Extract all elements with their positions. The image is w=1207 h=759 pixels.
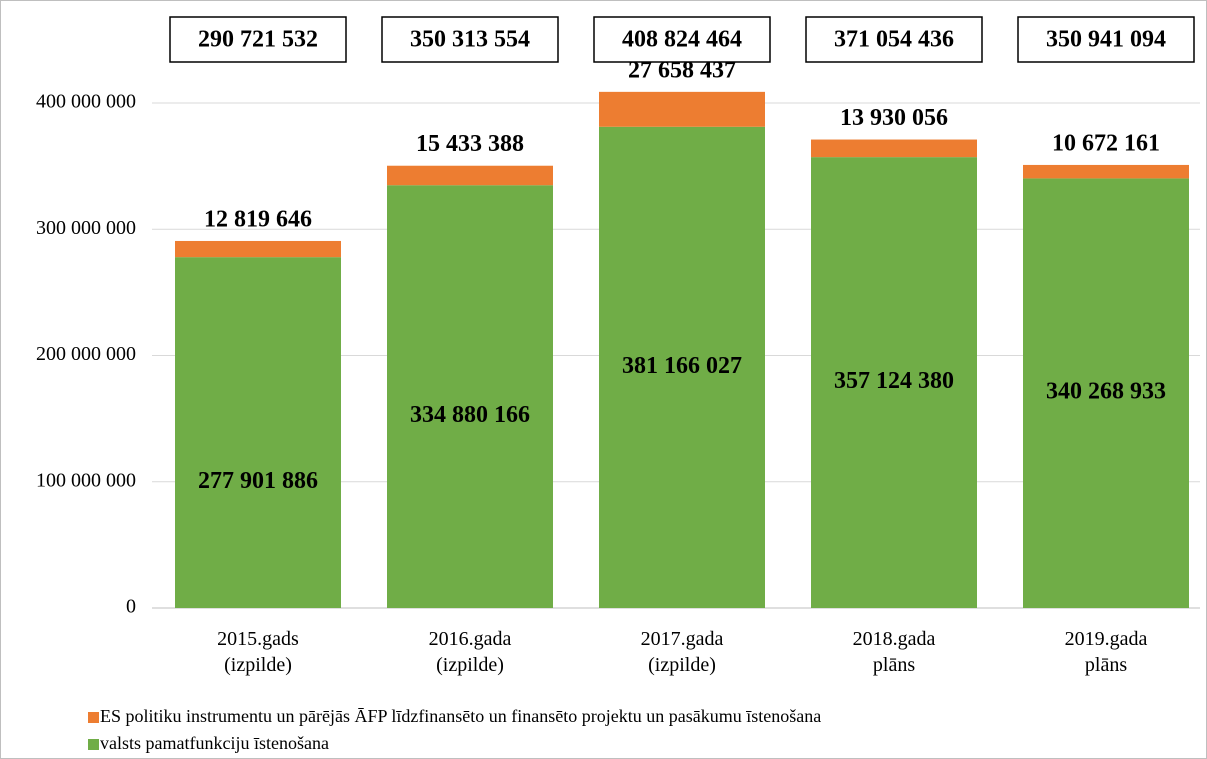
bar-segment [175,240,341,258]
bar-segment [599,126,765,608]
y-tick-label: 100 000 000 [36,469,136,491]
y-tick-label: 200 000 000 [36,343,136,365]
y-tick-label: 400 000 000 [36,91,136,113]
total-label: 290 721 532 [198,27,318,53]
value-label: 340 268 933 [1046,379,1166,405]
bar-segment [811,157,977,608]
x-tick-label: 2017.gada (izpilde) [641,628,724,676]
x-tick-label: 2018.gada plāns [853,628,936,676]
legend-label: ES politiku instrumentu un pārējās ĀFP l… [100,706,821,726]
y-tick-label: 0 [126,596,136,618]
total-label: 350 941 094 [1046,27,1166,53]
value-label: 357 124 380 [834,368,954,394]
total-box [1017,16,1195,63]
bar-segment [811,139,977,158]
y-tick-label: 300 000 000 [36,217,136,239]
total-box [381,16,559,63]
total-label: 408 824 464 [622,27,742,53]
value-label: 10 672 161 [1052,130,1160,156]
bar-segment [387,165,553,186]
x-tick-label: 2019.gada plāns [1065,628,1148,676]
value-label: 277 901 886 [198,468,318,494]
total-label: 350 313 554 [410,27,530,53]
total-box [805,16,983,63]
legend-swatch [88,739,99,750]
bar-segment [387,185,553,608]
legend-swatch [88,712,99,723]
total-box [169,16,347,63]
x-tick-label: 2016.gada (izpilde) [429,628,512,676]
bar-segment [175,257,341,608]
value-label: 381 166 027 [622,353,742,379]
x-tick-label: 2015.gads (izpilde) [217,628,299,676]
total-box [593,16,771,63]
bar-segment [1023,164,1189,179]
value-label: 15 433 388 [416,131,524,157]
total-label: 371 054 436 [834,27,954,53]
value-label: 334 880 166 [410,402,530,428]
bar-segment [1023,178,1189,609]
legend-label: valsts pamatfunkciju īstenošana [100,733,329,753]
bar-segment [599,91,765,127]
value-label: 12 819 646 [204,206,312,232]
value-label: 13 930 056 [840,105,948,131]
